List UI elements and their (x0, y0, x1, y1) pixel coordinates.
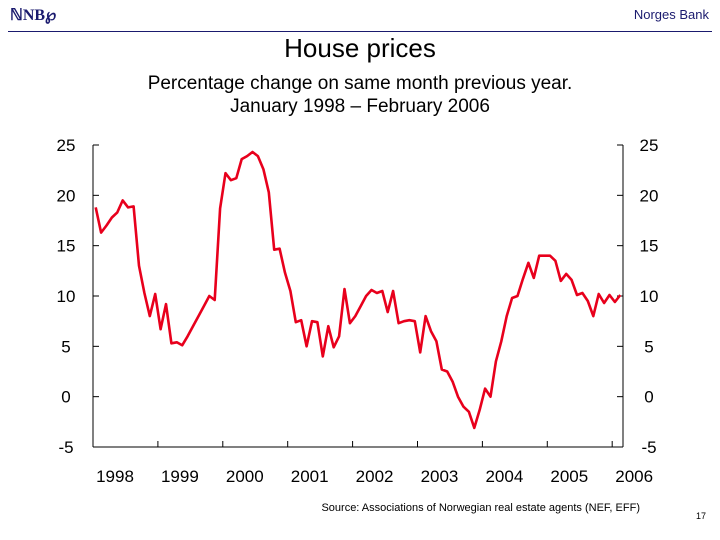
y-tick-label-left: 0 (61, 388, 70, 407)
header-divider (8, 31, 712, 32)
x-tick-label: 1998 (96, 467, 134, 486)
page-number: 17 (695, 511, 706, 521)
x-tick-label: 2001 (291, 467, 329, 486)
y-tick-label-right: 0 (644, 388, 653, 407)
y-tick-label-left: 20 (57, 186, 76, 205)
y-tick-label-right: 10 (640, 287, 659, 306)
y-tick-label-left: 5 (61, 337, 70, 356)
x-tick-label: 2000 (226, 467, 264, 486)
x-tick-label: 2003 (421, 467, 459, 486)
source-note: Source: Associations of Norwegian real e… (321, 502, 640, 514)
house-price-series-line (94, 150, 622, 430)
norges-bank-logo: ℕNB℘ (10, 7, 57, 24)
y-tick-label-right: 25 (640, 136, 659, 155)
x-tick-label: 2006 (615, 467, 653, 486)
chart-subtitle: Percentage change on same month previous… (0, 72, 720, 118)
y-tick-label-right: 15 (640, 237, 659, 256)
x-tick-label: 2005 (550, 467, 588, 486)
y-tick-label-left: 15 (57, 237, 76, 256)
x-tick-label: 2004 (485, 467, 523, 486)
subtitle-line-2: January 1998 – February 2006 (230, 96, 490, 117)
y-tick-label-right: 5 (644, 337, 653, 356)
x-tick-label: 1999 (161, 467, 199, 486)
y-tick-label-right: -5 (641, 438, 656, 457)
x-tick-label: 2002 (356, 467, 394, 486)
y-tick-label-left: 25 (57, 136, 76, 155)
y-tick-label-right: 20 (640, 186, 659, 205)
bank-name: Norges Bank (633, 7, 709, 22)
chart-title: House prices (284, 33, 436, 63)
subtitle-line-1: Percentage change on same month previous… (147, 73, 573, 94)
y-tick-label-left: 10 (57, 287, 76, 306)
y-tick-label-left: -5 (58, 438, 73, 457)
